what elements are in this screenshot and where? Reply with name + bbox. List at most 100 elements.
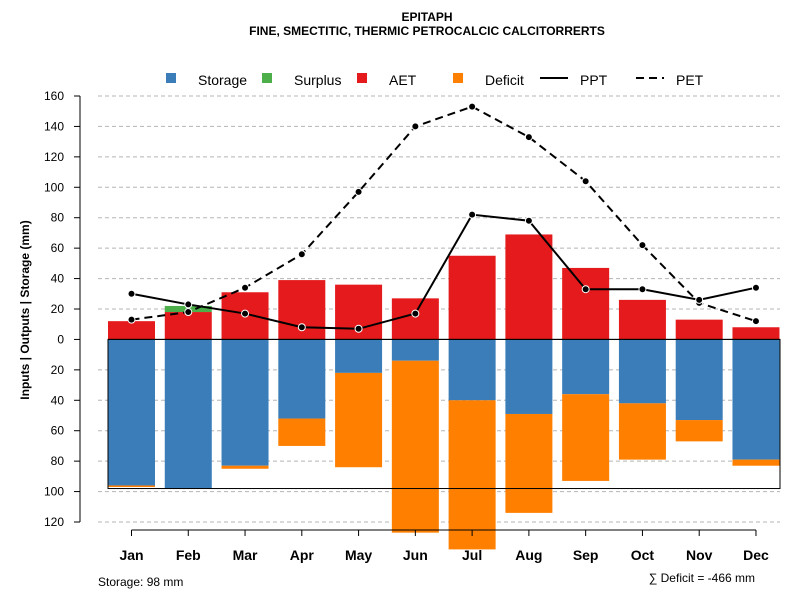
y-tick-label: 60 xyxy=(51,241,65,255)
ppt-point-jul xyxy=(468,210,477,219)
deficit-bar-mar xyxy=(221,465,269,469)
y-tick-label: 20 xyxy=(51,302,65,316)
legend-label-aet: AET xyxy=(389,72,417,88)
aet-bar-dec xyxy=(732,327,780,340)
pet-point-aug xyxy=(524,133,533,142)
storage-bar-feb xyxy=(164,339,212,489)
x-tick-label-oct: Oct xyxy=(631,547,655,563)
aet-bar-sep xyxy=(562,267,610,340)
aet-bar-aug xyxy=(505,234,553,340)
y-tick-label: 60 xyxy=(51,424,65,438)
legend-swatch-aet xyxy=(357,73,367,83)
storage-bar-jun xyxy=(391,339,439,361)
aet-bar-feb xyxy=(164,312,212,340)
deficit-bar-nov xyxy=(675,420,723,442)
pet-point-dec xyxy=(751,317,760,326)
ppt-point-dec xyxy=(751,283,760,292)
legend-label-deficit: Deficit xyxy=(485,72,524,88)
x-tick-label-jul: Jul xyxy=(462,547,482,563)
y-tick-label: 140 xyxy=(44,119,64,133)
storage-bar-may xyxy=(335,339,383,373)
x-tick-label-apr: Apr xyxy=(290,547,315,563)
storage-bar-mar xyxy=(221,339,269,466)
storage-bar-jul xyxy=(448,339,496,401)
legend-swatch-surplus xyxy=(262,73,272,83)
deficit-bar-jan xyxy=(108,485,155,488)
storage-bar-apr xyxy=(278,339,326,419)
ppt-point-oct xyxy=(638,285,647,294)
storage-bar-sep xyxy=(562,339,610,395)
y-tick-label: 0 xyxy=(57,332,64,346)
ppt-point-feb xyxy=(184,300,193,309)
deficit-bar-oct xyxy=(618,403,666,460)
legend-label-pet: PET xyxy=(676,72,704,88)
storage-frame xyxy=(107,338,781,490)
deficit-bar-sep xyxy=(562,394,610,481)
chart-legend: Storage Surplus AET Deficit PPT PET xyxy=(166,72,704,88)
y-tick-label: 20 xyxy=(51,363,65,377)
x-tick-label-may: May xyxy=(345,547,372,563)
y-tick-label: 80 xyxy=(51,454,65,468)
pet-point-jan xyxy=(127,315,136,324)
ppt-point-aug xyxy=(524,216,533,225)
x-tick-label-jun: Jun xyxy=(403,547,428,563)
ppt-point-jun xyxy=(411,309,420,318)
y-axis: 160 140 120 100 80 60 40 20 0 20 40 60 80 100 120 xyxy=(44,89,81,529)
pet-point-jun xyxy=(411,122,420,131)
y-tick-label: 160 xyxy=(44,89,64,103)
aet-bar-jun xyxy=(391,298,439,340)
legend-label-surplus: Surplus xyxy=(294,72,341,88)
deficit-bar-may xyxy=(335,372,383,468)
storage-bar-dec xyxy=(732,339,780,460)
x-tick-label-sep: Sep xyxy=(573,547,599,563)
aet-bar-oct xyxy=(618,299,666,340)
chart-titles: EPITAPH FINE, SMECTITIC, THERMIC PETROCA… xyxy=(249,10,605,38)
ppt-point-mar xyxy=(241,309,250,318)
line-marks xyxy=(127,102,760,333)
deficit-bar-dec xyxy=(732,459,780,466)
x-tick-label-aug: Aug xyxy=(515,547,542,563)
legend-label-ppt: PPT xyxy=(580,72,608,88)
storage-bar-aug xyxy=(505,339,553,414)
storage-bar-nov xyxy=(675,339,723,421)
chart-subtitle: FINE, SMECTITIC, THERMIC PETROCALCIC CAL… xyxy=(249,24,605,38)
ppt-point-may xyxy=(354,324,363,333)
ppt-point-apr xyxy=(297,323,306,332)
pet-point-jul xyxy=(468,102,477,111)
footer-storage-text: Storage: 98 mm xyxy=(98,575,183,589)
deficit-bar-jun xyxy=(391,360,439,533)
aet-bar-nov xyxy=(675,319,723,340)
pet-point-feb xyxy=(184,308,193,317)
deficit-bar-aug xyxy=(505,413,553,513)
y-tick-label: 40 xyxy=(51,272,65,286)
pet-point-mar xyxy=(241,283,250,292)
storage-bar-jan xyxy=(108,339,155,486)
footer-deficit-text: ∑ Deficit = -466 mm xyxy=(649,571,755,585)
y-tick-label: 120 xyxy=(44,515,64,529)
y-axis-label: Inputs | Outputs | Storage (mm) xyxy=(18,220,32,399)
aet-bar-jan xyxy=(108,321,155,340)
aet-bar-jul xyxy=(448,255,496,340)
pet-point-sep xyxy=(581,177,590,186)
deficit-bar-apr xyxy=(278,418,326,446)
storage-bar-oct xyxy=(618,339,666,404)
legend-swatch-storage xyxy=(166,73,176,83)
y-tick-label: 80 xyxy=(51,211,65,225)
pet-point-oct xyxy=(638,241,647,250)
x-axis: Jan Feb Mar Apr May Jun Jul Aug Sep Oct Nov Dec xyxy=(119,529,769,563)
x-tick-label-feb: Feb xyxy=(176,547,201,563)
x-tick-label-mar: Mar xyxy=(233,547,258,563)
ppt-line xyxy=(131,213,757,330)
bar-marks xyxy=(108,234,780,550)
chart-title: EPITAPH xyxy=(401,10,452,24)
pet-point-apr xyxy=(297,250,306,259)
x-tick-label-nov: Nov xyxy=(686,547,713,563)
ppt-point-nov xyxy=(695,295,704,304)
legend-swatch-deficit xyxy=(453,73,463,83)
deficit-bar-jul xyxy=(448,400,496,550)
y-tick-label: 100 xyxy=(44,485,64,499)
y-tick-label: 40 xyxy=(51,393,65,407)
y-tick-label: 120 xyxy=(44,150,64,164)
ppt-point-sep xyxy=(581,285,590,294)
